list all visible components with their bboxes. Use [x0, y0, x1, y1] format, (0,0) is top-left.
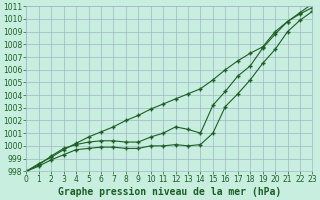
X-axis label: Graphe pression niveau de la mer (hPa): Graphe pression niveau de la mer (hPa) [58, 187, 281, 197]
